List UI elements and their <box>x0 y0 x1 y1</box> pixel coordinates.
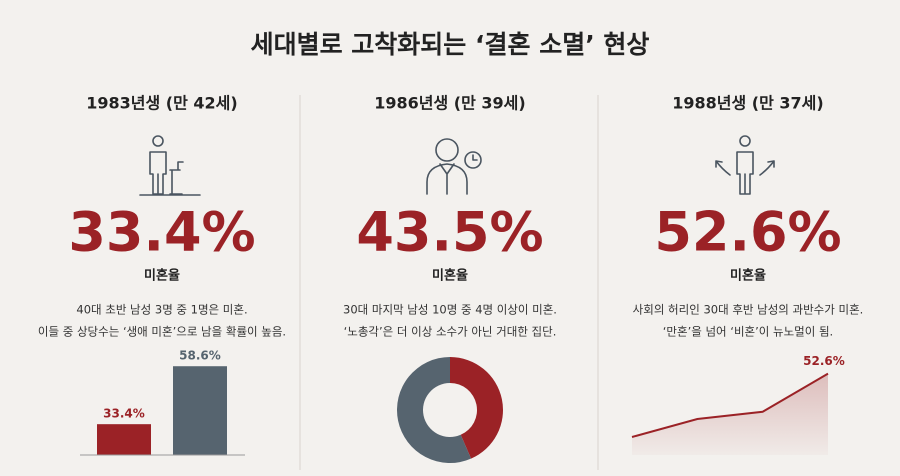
description: 30대 마지막 남성 10명 중 4명 이상이 미혼. <box>343 303 557 317</box>
stat-label: 미혼율 <box>432 268 468 284</box>
panel-heading: 1986년생 (만 39세) <box>374 94 525 113</box>
donut-segment <box>396 357 472 463</box>
description: 사회의 허리인 30대 후반 남성의 과반수가 미혼. <box>633 303 864 317</box>
line <box>631 372 829 438</box>
stat-value: 33.4% <box>68 201 255 264</box>
description: 이들 중 상당수는 ‘생애 미혼’으로 남을 확률이 높음. <box>38 325 286 339</box>
icon-person-waiting <box>139 135 201 196</box>
stat-label: 미혼율 <box>730 268 766 284</box>
icon-person-clock <box>426 138 482 195</box>
value-label: 58.6% <box>179 349 221 363</box>
donut-segment <box>450 357 503 459</box>
description: ‘노총각’은 더 이상 소수가 아닌 거대한 집단. <box>344 325 557 339</box>
value-label: 33.4% <box>103 407 145 421</box>
stat-value: 52.6% <box>654 201 841 264</box>
bar <box>173 366 227 455</box>
bar <box>97 424 151 455</box>
title: 세대별로 고착화되는 ‘결혼 소멸’ 현상 <box>251 30 650 59</box>
description: ‘만혼’을 넘어 ‘비혼’이 뉴노멀이 됨. <box>663 325 833 339</box>
description: 40대 초반 남성 3명 중 1명은 미혼. <box>76 303 247 317</box>
stat-label: 미혼율 <box>144 268 180 284</box>
area <box>632 373 828 455</box>
stat-value: 43.5% <box>356 201 543 264</box>
value-label: 52.6% <box>803 354 845 368</box>
panel-heading: 1983년생 (만 42세) <box>86 94 237 113</box>
panel-heading: 1988년생 (만 37세) <box>672 94 823 113</box>
icon-person-crossroads <box>715 135 775 195</box>
